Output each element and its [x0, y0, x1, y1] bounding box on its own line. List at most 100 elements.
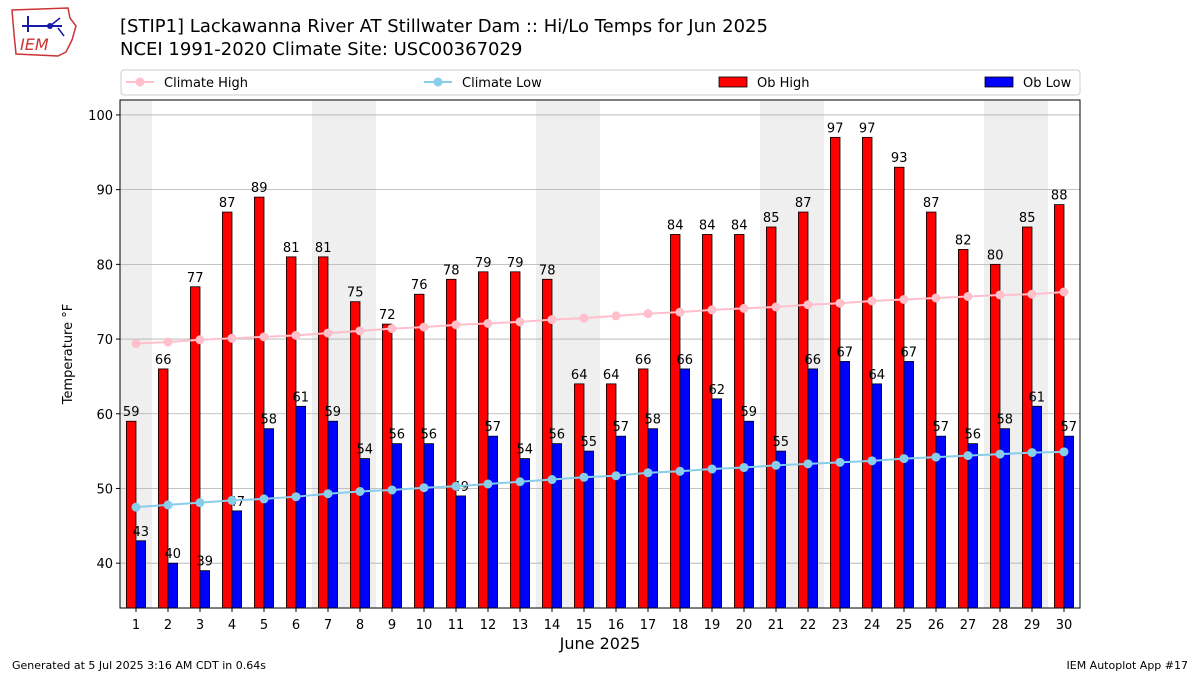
- climate-low-point: [547, 475, 557, 485]
- climate-low-point: [163, 500, 173, 510]
- ob-low-bar: [1031, 405, 1043, 609]
- climate-low-point: [707, 464, 717, 474]
- ob-high-bar: [798, 211, 809, 609]
- ob-high-label: 93: [891, 151, 908, 166]
- ob-high-label: 88: [1051, 189, 1068, 204]
- climate-high-point: [995, 290, 1005, 300]
- legend-ob-low-swatch: [984, 76, 1014, 88]
- legend-box: [120, 69, 1081, 96]
- climate-low-point: [675, 466, 685, 476]
- ob-low-label: 56: [421, 428, 438, 443]
- climate-high-point: [771, 302, 781, 312]
- climate-low-point: [131, 502, 141, 512]
- ob-high-bar: [285, 256, 297, 609]
- climate-high-point: [867, 296, 877, 306]
- y-tick-label: 80: [96, 258, 113, 273]
- ob-low-label: 56: [549, 428, 566, 443]
- x-tick-label: 12: [480, 618, 497, 633]
- ob-low-label: 56: [965, 428, 982, 443]
- ob-high-bar: [670, 234, 681, 609]
- ob-low-label: 58: [997, 413, 1014, 428]
- plot-frame: [119, 99, 1081, 609]
- ob-low-bar: [647, 428, 659, 609]
- ob-high-label: 84: [699, 218, 716, 233]
- x-tick-label: 11: [448, 618, 465, 633]
- ob-high-label: 66: [155, 353, 172, 368]
- logo-text: IEM: [20, 35, 49, 54]
- ob-high-label: 79: [475, 256, 492, 271]
- ob-high-bar: [926, 211, 937, 609]
- climate-high-point: [579, 313, 589, 323]
- ob-low-bar: [423, 443, 435, 609]
- climate-high-point: [387, 324, 397, 334]
- legend-climate-high-marker: [135, 77, 145, 87]
- ob-high-label: 82: [955, 233, 972, 248]
- iem-logo-graphic: IEM: [11, 7, 77, 57]
- ob-low-label: 40: [165, 547, 182, 562]
- ob-low-label: 66: [805, 353, 822, 368]
- legend-ob-high-label: Ob High: [757, 76, 810, 91]
- ob-low-label: 61: [293, 390, 310, 405]
- ob-low-label: 66: [677, 353, 694, 368]
- x-tick-label: 3: [196, 618, 204, 633]
- x-tick-label: 28: [992, 618, 1009, 633]
- x-tick-label: 21: [768, 618, 785, 633]
- climate-high-point: [1027, 289, 1037, 299]
- climate-high-point: [131, 339, 141, 349]
- ob-low-label: 56: [389, 428, 406, 443]
- y-tick-label: 70: [96, 333, 113, 348]
- ob-low-bar: [679, 368, 691, 609]
- x-tick-label: 17: [640, 618, 657, 633]
- ob-low-label: 59: [741, 405, 758, 420]
- ob-low-label: 58: [261, 413, 278, 428]
- ob-high-label: 89: [251, 181, 268, 196]
- ob-high-label: 97: [827, 121, 844, 136]
- climate-high-point: [835, 298, 845, 308]
- ob-high-label: 77: [187, 271, 204, 286]
- climate-high-point: [515, 317, 525, 327]
- climate-high-point: [931, 293, 941, 303]
- ob-high-label: 59: [123, 405, 140, 420]
- y-tick-label: 40: [96, 557, 113, 572]
- climate-high-point: [483, 318, 493, 328]
- climate-high-point: [675, 307, 685, 317]
- x-tick-label: 14: [544, 618, 561, 633]
- climate-low-point: [227, 495, 237, 505]
- x-tick-label: 23: [832, 618, 849, 633]
- ob-high-label: 66: [635, 353, 652, 368]
- climate-low-point: [259, 494, 269, 504]
- climate-low-point: [739, 463, 749, 473]
- iem-logo: IEM: [8, 4, 80, 64]
- x-tick-label: 2: [164, 618, 172, 633]
- ob-high-label: 78: [539, 263, 556, 278]
- climate-high-point: [259, 332, 269, 342]
- y-tick-label: 90: [96, 184, 113, 199]
- climate-low-point: [803, 459, 813, 469]
- legend-climate-low-label: Climate Low: [462, 76, 542, 91]
- ob-low-bar: [807, 368, 819, 609]
- climate-low-point: [835, 457, 845, 467]
- ob-low-bar: [1063, 435, 1075, 609]
- ob-low-bar: [327, 420, 339, 609]
- climate-high-point: [419, 322, 429, 332]
- ob-low-label: 67: [837, 345, 854, 360]
- climate-low-point: [323, 489, 333, 499]
- ob-high-bar: [830, 136, 841, 609]
- climate-high-point: [291, 330, 301, 340]
- climate-low-point: [515, 477, 525, 487]
- generated-timestamp: Generated at 5 Jul 2025 3:16 AM CDT in 0…: [12, 659, 266, 672]
- ob-low-bar: [551, 443, 563, 609]
- x-tick-label: 20: [736, 618, 753, 633]
- ob-high-label: 97: [859, 121, 876, 136]
- y-tick-label: 60: [96, 408, 113, 423]
- ob-high-bar: [990, 263, 1001, 609]
- ob-low-bar: [455, 495, 467, 609]
- climate-low-point: [963, 451, 973, 461]
- ob-low-bar: [615, 435, 627, 609]
- climate-high-point: [707, 305, 717, 315]
- legend-climate-high-label: Climate High: [164, 76, 248, 91]
- climate-low-point: [291, 492, 301, 502]
- ob-low-bar: [935, 435, 947, 609]
- ob-high-label: 80: [987, 248, 1004, 263]
- climate-low-point: [419, 483, 429, 493]
